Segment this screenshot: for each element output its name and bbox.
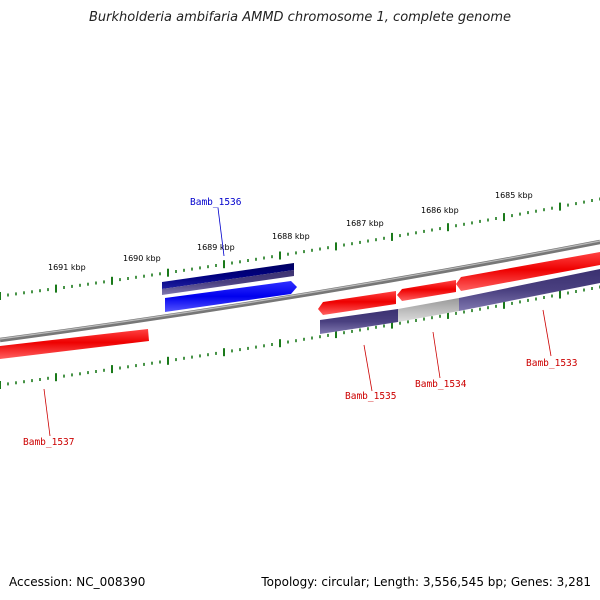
accession-text: Accession: NC_008390 <box>9 575 146 589</box>
outer-scale-ticks <box>0 197 600 300</box>
chromosome-backbone <box>0 239 600 343</box>
map-title: Burkholderia ambifaria AMMD chromosome 1… <box>88 10 512 25</box>
gene-bamb-1536-rna-lower <box>162 270 294 295</box>
scale-label-1685: 1685 kbp <box>495 191 533 200</box>
leader-bamb-1534 <box>432 331 441 379</box>
inner-scale-ticks <box>0 285 600 389</box>
leader-bamb-1535 <box>363 344 373 392</box>
gene-label-bamb-1535[interactable]: Bamb_1535 <box>345 391 396 402</box>
gene-label-bamb-1533[interactable]: Bamb_1533 <box>526 358 577 369</box>
gene-label-bamb-1534[interactable]: Bamb_1534 <box>415 379 467 390</box>
gene-bamb-1535-rna[interactable] <box>320 309 398 334</box>
gene-bamb-1534-cds[interactable] <box>397 280 456 301</box>
genome-summary-text: Topology: circular; Length: 3,556,545 bp… <box>261 575 591 589</box>
scale-label-1686: 1686 kbp <box>421 206 459 215</box>
leader-bamb-1533 <box>542 309 552 357</box>
leader-bamb-1537 <box>43 388 51 437</box>
gene-bamb-1534-rna[interactable] <box>398 298 459 322</box>
scale-label-1688: 1688 kbp <box>272 232 310 241</box>
gene-label-bamb-1536[interactable]: Bamb_1536 <box>190 197 242 208</box>
scale-label-1691: 1691 kbp <box>48 263 86 272</box>
scale-label-1690: 1690 kbp <box>123 254 161 263</box>
scale-label-1687: 1687 kbp <box>346 219 384 228</box>
gene-bamb-1533-cds[interactable] <box>456 252 600 291</box>
scale-label-1689: 1689 kbp <box>197 243 235 252</box>
leader-bamb-1536 <box>217 207 225 257</box>
gene-bamb-1536-rna[interactable] <box>162 263 294 289</box>
gene-bamb-1536-cds[interactable] <box>165 281 297 312</box>
gene-bamb-1533-rna[interactable] <box>459 269 600 311</box>
gene-bamb-1535-cds[interactable] <box>318 291 396 315</box>
gene-bamb-1537-cds[interactable] <box>0 329 149 359</box>
gene-label-bamb-1537[interactable]: Bamb_1537 <box>23 437 74 448</box>
